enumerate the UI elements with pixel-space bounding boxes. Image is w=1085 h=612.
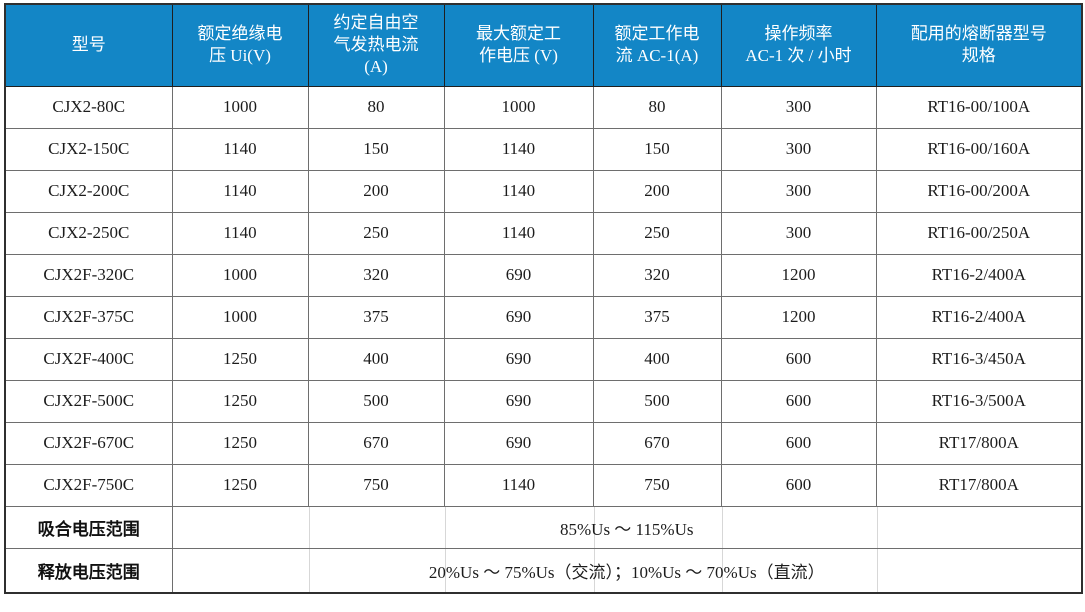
contactor-spec-table: 型号 额定绝缘电 压 Ui(V) 约定自由空 气发热电流 (A) 最大额定工 作… — [4, 3, 1083, 594]
value-cell: 1000 — [171, 295, 309, 339]
table-row: CJX2-200C 1140 200 1140 200 300 RT16-00/200A — [4, 169, 1083, 213]
model-cell: CJX2F-400C — [4, 337, 173, 381]
value-cell: 750 — [307, 463, 445, 507]
value-cell: 690 — [443, 421, 594, 465]
value-cell: RT16-00/160A — [875, 127, 1083, 171]
column-header-matching-fuse-spec: 配用的熔断器型号 规格 — [875, 3, 1083, 87]
model-cell: CJX2-80C — [4, 85, 173, 129]
value-cell: 670 — [307, 421, 445, 465]
value-cell: 300 — [720, 127, 877, 171]
value-cell: RT16-00/250A — [875, 211, 1083, 255]
value-cell: 500 — [307, 379, 445, 423]
model-cell: CJX2-150C — [4, 127, 173, 171]
value-cell: RT16-00/200A — [875, 169, 1083, 213]
table-row: CJX2F-750C 1250 750 1140 750 600 RT17/800A — [4, 463, 1083, 507]
table-row: CJX2-80C 1000 80 1000 80 300 RT16-00/100A — [4, 85, 1083, 129]
table-header: 型号 额定绝缘电 压 Ui(V) 约定自由空 气发热电流 (A) 最大额定工 作… — [4, 3, 1083, 87]
table-row: CJX2F-400C 1250 400 690 400 600 RT16-3/450A — [4, 337, 1083, 381]
value-cell: RT17/800A — [875, 421, 1083, 465]
value-cell: 150 — [307, 127, 445, 171]
column-header-rated-insulation-voltage: 额定绝缘电 压 Ui(V) — [171, 3, 309, 87]
value-cell: RT16-2/400A — [875, 295, 1083, 339]
model-cell: CJX2F-320C — [4, 253, 173, 297]
spec-row-pickup-voltage: 吸合电压范围 85%Us ～ 115%Us — [4, 505, 1083, 549]
model-cell: CJX2F-750C — [4, 463, 173, 507]
table-row: CJX2-250C 1140 250 1140 250 300 RT16-00/250A — [4, 211, 1083, 255]
value-cell: 375 — [592, 295, 722, 339]
value-cell: 1140 — [443, 169, 594, 213]
value-cell: 500 — [592, 379, 722, 423]
value-cell: 1000 — [443, 85, 594, 129]
value-cell: 1000 — [171, 85, 309, 129]
value-cell: 600 — [720, 463, 877, 507]
value-cell: 400 — [592, 337, 722, 381]
value-cell: 320 — [307, 253, 445, 297]
value-cell: 600 — [720, 337, 877, 381]
value-cell: 200 — [592, 169, 722, 213]
value-cell: 300 — [720, 85, 877, 129]
spec-row-release-voltage: 释放电压范围 20%Us ～ 75%Us（交流）；10%Us ～ 70%Us（直… — [4, 547, 1083, 594]
value-cell: 1140 — [443, 463, 594, 507]
value-cell: 690 — [443, 295, 594, 339]
value-cell: RT16-3/450A — [875, 337, 1083, 381]
value-cell: 250 — [307, 211, 445, 255]
header-row: 型号 额定绝缘电 压 Ui(V) 约定自由空 气发热电流 (A) 最大额定工 作… — [4, 3, 1083, 87]
value-cell: 1140 — [443, 211, 594, 255]
value-cell: 150 — [592, 127, 722, 171]
value-cell: 400 — [307, 337, 445, 381]
value-cell: RT17/800A — [875, 463, 1083, 507]
value-cell: 1250 — [171, 337, 309, 381]
value-cell: 690 — [443, 337, 594, 381]
table-row: CJX2F-500C 1250 500 690 500 600 RT16-3/500A — [4, 379, 1083, 423]
value-cell: RT16-00/100A — [875, 85, 1083, 129]
value-cell: 80 — [592, 85, 722, 129]
value-cell: 750 — [592, 463, 722, 507]
value-cell: 1000 — [171, 253, 309, 297]
model-cell: CJX2F-375C — [4, 295, 173, 339]
value-cell: 1140 — [171, 169, 309, 213]
column-header-operating-frequency: 操作频率 AC-1 次 / 小时 — [720, 3, 877, 87]
table-row: CJX2F-670C 1250 670 690 670 600 RT17/800A — [4, 421, 1083, 465]
model-cell: CJX2F-670C — [4, 421, 173, 465]
release-voltage-label: 释放电压范围 — [4, 547, 173, 594]
value-cell: 300 — [720, 211, 877, 255]
pickup-voltage-label: 吸合电压范围 — [4, 505, 173, 549]
value-cell: 375 — [307, 295, 445, 339]
value-cell: 1250 — [171, 421, 309, 465]
value-cell: 1140 — [171, 211, 309, 255]
value-cell: 1200 — [720, 295, 877, 339]
column-header-max-rated-working-voltage: 最大额定工 作电压 (V) — [443, 3, 594, 87]
table-footer: 吸合电压范围 85%Us ～ 115%Us 释放电压范围 20%Us ～ 75%… — [4, 505, 1083, 594]
value-cell: 1140 — [171, 127, 309, 171]
value-cell: 1140 — [443, 127, 594, 171]
value-cell: 600 — [720, 379, 877, 423]
column-header-free-air-thermal-current: 约定自由空 气发热电流 (A) — [307, 3, 445, 87]
table-body: CJX2-80C 1000 80 1000 80 300 RT16-00/100A CJX2-… — [4, 85, 1083, 507]
value-cell: 80 — [307, 85, 445, 129]
value-cell: 690 — [443, 379, 594, 423]
value-cell: 670 — [592, 421, 722, 465]
value-cell: 250 — [592, 211, 722, 255]
model-cell: CJX2F-500C — [4, 379, 173, 423]
value-cell: 300 — [720, 169, 877, 213]
value-cell: 600 — [720, 421, 877, 465]
model-cell: CJX2-200C — [4, 169, 173, 213]
column-header-rated-working-current-ac1: 额定工作电 流 AC-1(A) — [592, 3, 722, 87]
value-cell: RT16-3/500A — [875, 379, 1083, 423]
release-voltage-value: 20%Us ～ 75%Us（交流）；10%Us ～ 70%Us（直流） — [171, 547, 1083, 594]
value-cell: 320 — [592, 253, 722, 297]
value-cell: 1250 — [171, 379, 309, 423]
table-row: CJX2F-375C 1000 375 690 375 1200 RT16-2/400A — [4, 295, 1083, 339]
column-header-model: 型号 — [4, 3, 173, 87]
value-cell: RT16-2/400A — [875, 253, 1083, 297]
value-cell: 1250 — [171, 463, 309, 507]
value-cell: 690 — [443, 253, 594, 297]
value-cell: 200 — [307, 169, 445, 213]
table-row: CJX2-150C 1140 150 1140 150 300 RT16-00/160A — [4, 127, 1083, 171]
table-row: CJX2F-320C 1000 320 690 320 1200 RT16-2/400A — [4, 253, 1083, 297]
value-cell: 1200 — [720, 253, 877, 297]
pickup-voltage-value: 85%Us ～ 115%Us — [171, 505, 1083, 549]
model-cell: CJX2-250C — [4, 211, 173, 255]
